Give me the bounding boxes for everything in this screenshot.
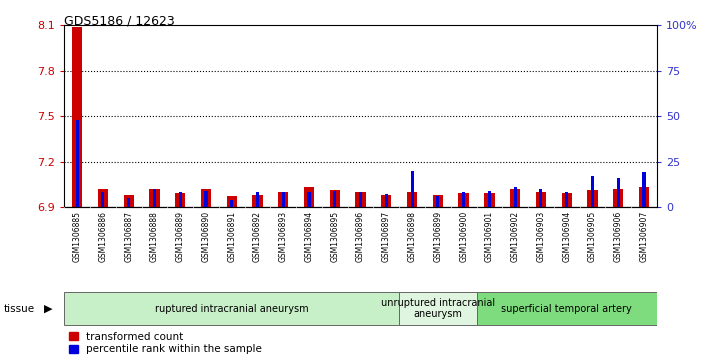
Bar bbox=[153, 189, 156, 207]
Bar bbox=[175, 193, 186, 207]
Bar bbox=[230, 200, 233, 207]
Text: GSM1306897: GSM1306897 bbox=[382, 211, 391, 262]
Bar bbox=[124, 195, 134, 207]
Text: GDS5186 / 12623: GDS5186 / 12623 bbox=[64, 15, 175, 28]
Bar bbox=[411, 171, 413, 207]
Text: GSM1306898: GSM1306898 bbox=[408, 211, 416, 262]
Bar bbox=[201, 189, 211, 207]
Bar bbox=[488, 191, 491, 207]
Bar bbox=[513, 187, 517, 207]
Bar bbox=[226, 196, 237, 207]
Bar bbox=[484, 193, 495, 207]
Text: GSM1306902: GSM1306902 bbox=[511, 211, 520, 262]
Text: GSM1306894: GSM1306894 bbox=[305, 211, 313, 262]
Bar bbox=[462, 192, 466, 207]
Bar bbox=[278, 192, 288, 207]
Text: GSM1306899: GSM1306899 bbox=[433, 211, 443, 262]
Bar bbox=[204, 191, 208, 207]
Text: GSM1306893: GSM1306893 bbox=[278, 211, 288, 262]
Bar bbox=[308, 192, 311, 207]
Text: ruptured intracranial aneurysm: ruptured intracranial aneurysm bbox=[155, 303, 308, 314]
Text: GSM1306905: GSM1306905 bbox=[588, 211, 597, 262]
Bar bbox=[407, 192, 417, 207]
Bar bbox=[127, 198, 130, 207]
Bar bbox=[510, 189, 521, 207]
Bar bbox=[399, 292, 476, 325]
Bar bbox=[588, 190, 598, 207]
Bar bbox=[539, 189, 543, 207]
Bar bbox=[643, 172, 645, 207]
Bar bbox=[330, 190, 340, 207]
Bar bbox=[304, 187, 314, 207]
Text: GSM1306888: GSM1306888 bbox=[150, 211, 159, 262]
Legend: transformed count, percentile rank within the sample: transformed count, percentile rank withi… bbox=[69, 332, 262, 354]
Bar bbox=[458, 193, 469, 207]
Text: superficial temporal artery: superficial temporal artery bbox=[501, 303, 632, 314]
Text: GSM1306889: GSM1306889 bbox=[176, 211, 185, 262]
Bar bbox=[282, 192, 285, 207]
Bar bbox=[613, 189, 623, 207]
Bar bbox=[252, 195, 263, 207]
Text: GSM1306903: GSM1306903 bbox=[536, 211, 545, 262]
Text: GSM1306891: GSM1306891 bbox=[227, 211, 236, 262]
Bar bbox=[98, 189, 108, 207]
Text: GSM1306904: GSM1306904 bbox=[562, 211, 571, 262]
Text: GSM1306896: GSM1306896 bbox=[356, 211, 365, 262]
Bar bbox=[536, 192, 546, 207]
Text: GSM1306901: GSM1306901 bbox=[485, 211, 494, 262]
Text: ▶: ▶ bbox=[44, 303, 53, 314]
Text: GSM1306907: GSM1306907 bbox=[640, 211, 648, 262]
Bar bbox=[178, 192, 182, 207]
Text: GSM1306887: GSM1306887 bbox=[124, 211, 134, 262]
Bar bbox=[476, 292, 657, 325]
Text: tissue: tissue bbox=[4, 303, 35, 314]
Bar bbox=[381, 195, 391, 207]
Bar bbox=[385, 194, 388, 207]
Bar bbox=[617, 178, 620, 207]
Text: GSM1306895: GSM1306895 bbox=[331, 211, 339, 262]
Bar bbox=[149, 189, 160, 207]
Bar bbox=[639, 187, 649, 207]
Text: GSM1306890: GSM1306890 bbox=[201, 211, 211, 262]
Bar bbox=[64, 292, 399, 325]
Bar bbox=[72, 27, 82, 207]
Text: GSM1306886: GSM1306886 bbox=[99, 211, 107, 262]
Bar bbox=[436, 196, 439, 207]
Bar bbox=[356, 192, 366, 207]
Text: GSM1306892: GSM1306892 bbox=[253, 211, 262, 262]
Bar bbox=[565, 192, 568, 207]
Bar bbox=[256, 192, 259, 207]
Text: GSM1306885: GSM1306885 bbox=[73, 211, 81, 262]
Bar bbox=[101, 192, 104, 207]
Bar bbox=[333, 191, 336, 207]
Text: unruptured intracranial
aneurysm: unruptured intracranial aneurysm bbox=[381, 298, 495, 319]
Bar bbox=[591, 176, 594, 207]
Bar bbox=[76, 120, 79, 207]
Bar bbox=[433, 195, 443, 207]
Bar bbox=[359, 192, 362, 207]
Text: GSM1306906: GSM1306906 bbox=[614, 211, 623, 262]
Text: GSM1306900: GSM1306900 bbox=[459, 211, 468, 262]
Bar bbox=[561, 193, 572, 207]
